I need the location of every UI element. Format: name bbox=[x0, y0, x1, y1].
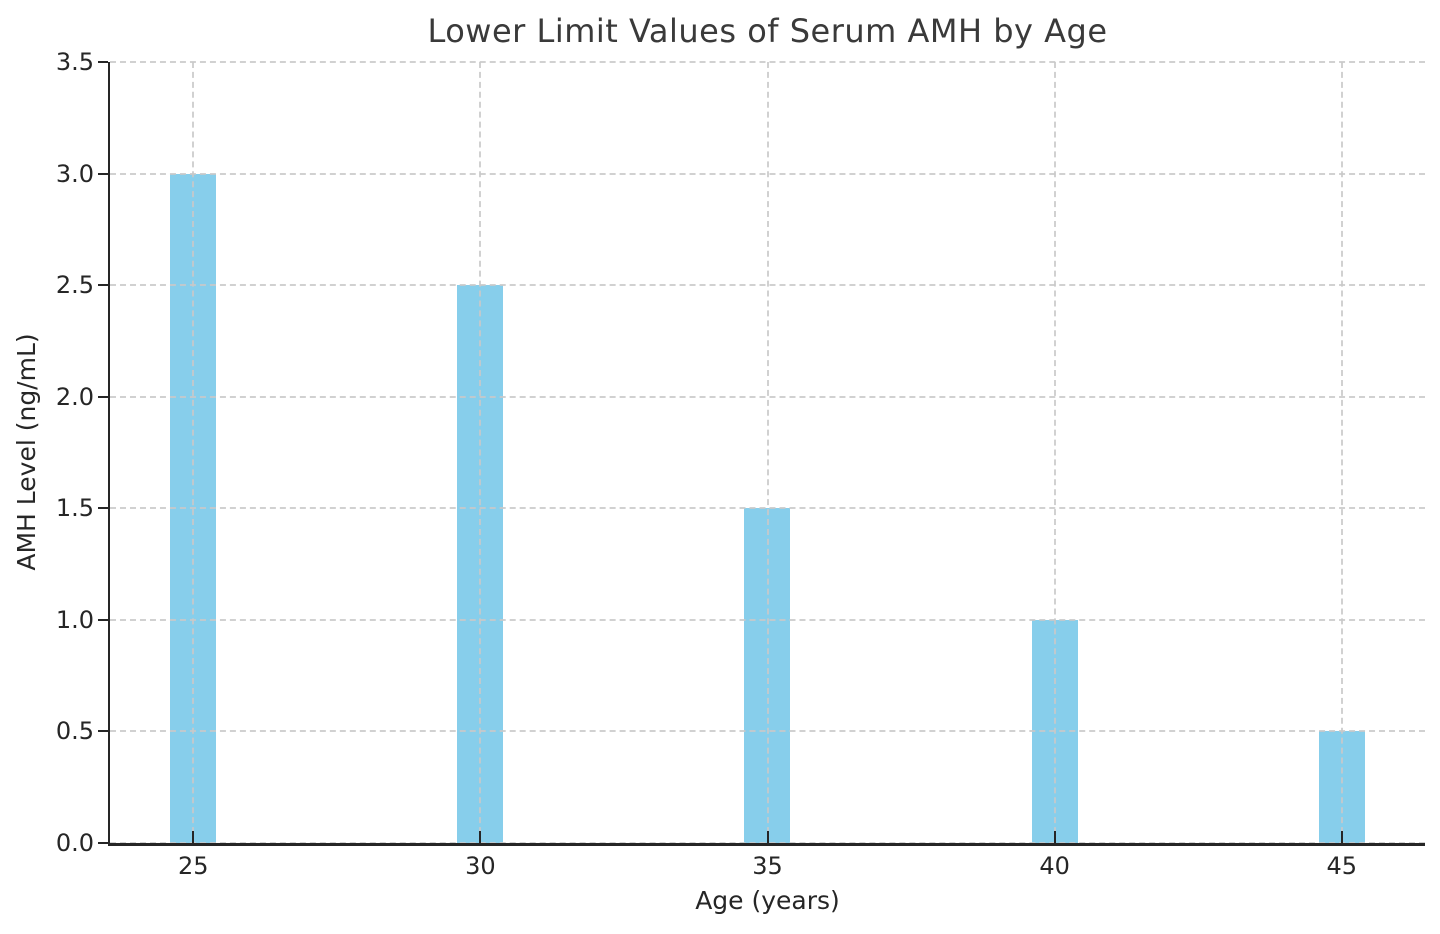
y-tick-label: 1.5 bbox=[55, 494, 94, 523]
y-axis-spine bbox=[108, 62, 110, 845]
y-tick-label: 1.0 bbox=[55, 605, 94, 634]
x-tick-mark bbox=[1340, 831, 1343, 843]
x-tick-label: 30 bbox=[465, 852, 496, 880]
y-tick-mark bbox=[98, 61, 108, 63]
gridline-vertical bbox=[479, 62, 482, 843]
y-tick-mark bbox=[98, 395, 108, 398]
y-tick-mark bbox=[98, 284, 108, 287]
y-tick-mark bbox=[98, 507, 108, 510]
y-tick-label: 2.0 bbox=[55, 382, 94, 411]
x-tick-label: 40 bbox=[1039, 852, 1070, 880]
y-tick-mark bbox=[98, 172, 108, 175]
gridline-vertical bbox=[1340, 62, 1343, 843]
gridline-vertical bbox=[766, 62, 769, 843]
x-axis-label: Age (years) bbox=[695, 886, 840, 915]
x-tick-mark bbox=[479, 831, 482, 843]
y-tick-label: 0.0 bbox=[55, 829, 94, 857]
y-tick-mark bbox=[98, 618, 108, 621]
y-tick-mark bbox=[98, 842, 108, 844]
gridline-vertical bbox=[1053, 62, 1056, 843]
y-tick-mark bbox=[98, 730, 108, 733]
x-tick-label: 25 bbox=[177, 852, 209, 880]
x-tick-mark bbox=[1053, 831, 1056, 843]
x-axis-spine bbox=[108, 843, 1425, 846]
x-tick-label: 35 bbox=[752, 852, 783, 880]
gridline-vertical bbox=[192, 62, 195, 843]
y-tick-label: 3.5 bbox=[55, 48, 94, 76]
x-tick-mark bbox=[766, 831, 769, 843]
y-tick-label: 3.0 bbox=[55, 159, 94, 188]
x-tick-mark bbox=[192, 831, 195, 843]
y-tick-label: 0.5 bbox=[55, 717, 94, 746]
y-tick-label: 2.5 bbox=[55, 271, 94, 300]
x-tick-label: 45 bbox=[1326, 852, 1357, 880]
chart-title: Lower Limit Values of Serum AMH by Age bbox=[427, 12, 1108, 50]
